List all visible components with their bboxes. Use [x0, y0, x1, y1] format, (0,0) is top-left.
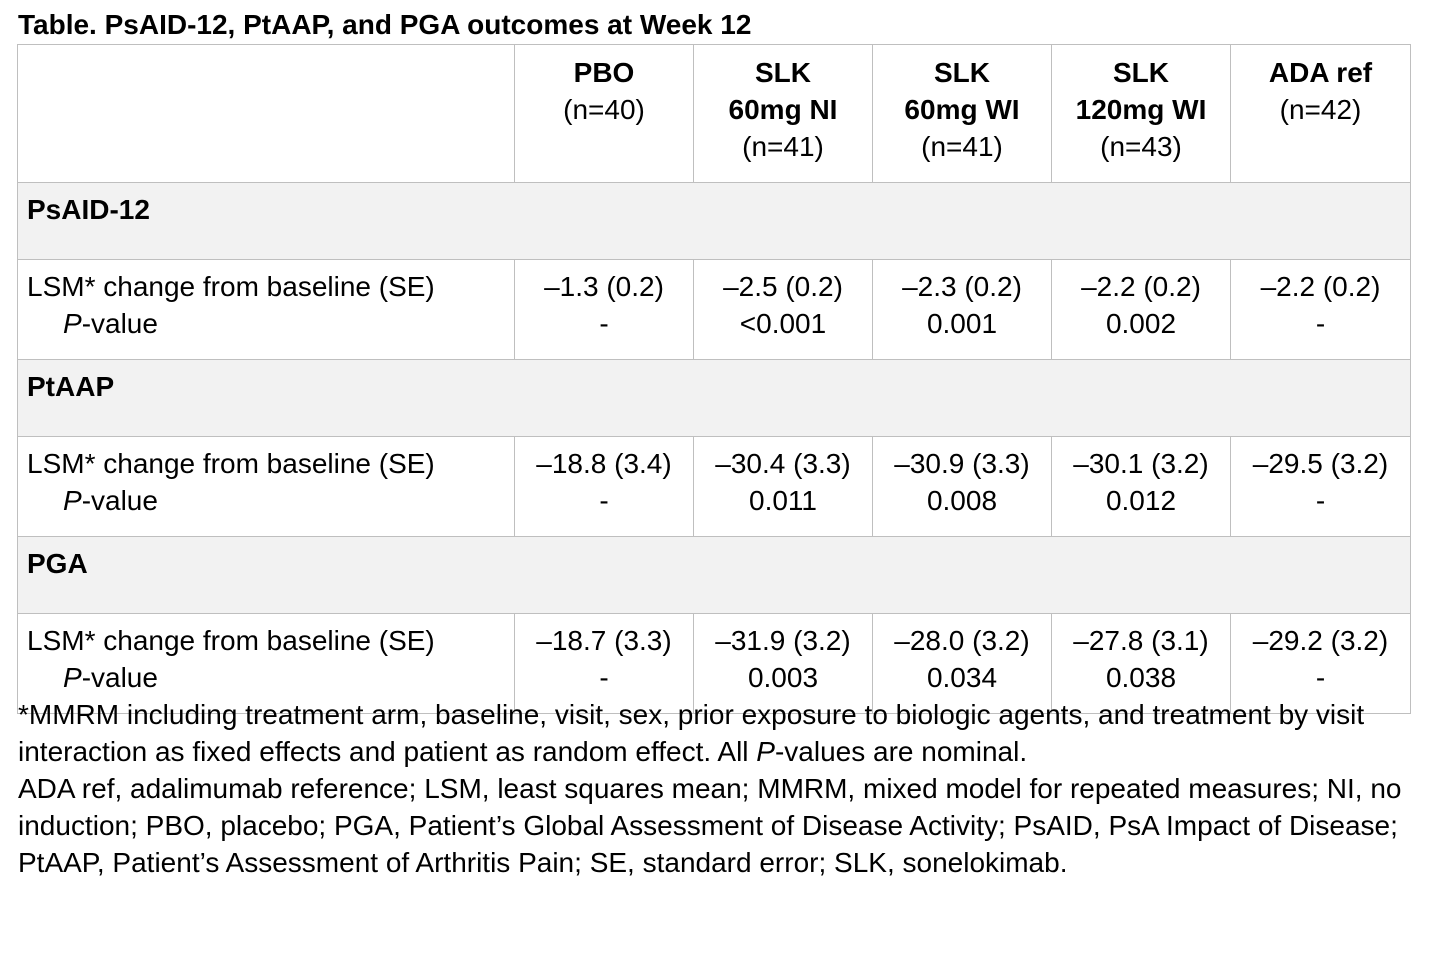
header-row: PBO (n=40) SLK 60mg NI (n=41) SLK 60mg W…	[17, 44, 1411, 183]
section-title: PtAAP	[17, 359, 1411, 437]
value-cell: –27.8 (3.1) 0.038	[1051, 613, 1231, 714]
data-row-psaid: LSM* change from baseline (SE) P-value –…	[17, 259, 1411, 360]
value-cell: –1.3 (0.2) -	[514, 259, 694, 360]
footnotes: *MMRM including treatment arm, baseline,…	[18, 696, 1418, 881]
arm-n: (n=41)	[921, 131, 1003, 162]
arm-name: ADA ref	[1268, 57, 1373, 88]
column-header-pbo: PBO (n=40)	[514, 44, 694, 183]
value-cell: –2.2 (0.2) -	[1230, 259, 1411, 360]
footnote-abbreviations: ADA ref, adalimumab reference; LSM, leas…	[18, 773, 1402, 878]
column-header-slk-60-wi: SLK 60mg WI (n=41)	[872, 44, 1052, 183]
arm-dose: 120mg WI	[1075, 94, 1207, 125]
arm-name: SLK	[1113, 57, 1169, 88]
pvalue-label: P-value	[63, 308, 158, 339]
value-cell: –29.2 (3.2) -	[1230, 613, 1411, 714]
section-row-ptaap: PtAAP	[17, 359, 1411, 437]
lsm-label: LSM* change from baseline (SE)	[27, 448, 435, 479]
table-title: Table. PsAID-12, PtAAP, and PGA outcomes…	[18, 9, 752, 40]
column-header-slk-60-ni: SLK 60mg NI (n=41)	[693, 44, 873, 183]
value-cell: –31.9 (3.2) 0.003	[693, 613, 873, 714]
section-title: PGA	[17, 536, 1411, 614]
pvalue-label: P-value	[63, 485, 158, 516]
arm-name: SLK	[755, 57, 811, 88]
lsm-label: LSM* change from baseline (SE)	[27, 625, 435, 656]
data-row-ptaap: LSM* change from baseline (SE) P-value –…	[17, 436, 1411, 537]
row-label-cell: LSM* change from baseline (SE) P-value	[17, 436, 515, 537]
value-cell: –30.4 (3.3) 0.011	[693, 436, 873, 537]
lsm-label: LSM* change from baseline (SE)	[27, 271, 435, 302]
row-label-cell: LSM* change from baseline (SE) P-value	[17, 259, 515, 360]
value-cell: –18.8 (3.4) -	[514, 436, 694, 537]
arm-n: (n=40)	[563, 94, 645, 125]
footnote-mmrm: *MMRM including treatment arm, baseline,…	[18, 699, 1365, 767]
value-cell: –30.9 (3.3) 0.008	[872, 436, 1052, 537]
header-empty-cell	[17, 44, 515, 183]
pvalue-label: P-value	[63, 662, 158, 693]
outcomes-table: PBO (n=40) SLK 60mg NI (n=41) SLK 60mg W…	[17, 44, 1411, 714]
arm-name: PBO	[573, 57, 635, 88]
value-cell: –2.2 (0.2) 0.002	[1051, 259, 1231, 360]
arm-n: (n=43)	[1100, 131, 1182, 162]
data-row-pga: LSM* change from baseline (SE) P-value –…	[17, 613, 1411, 714]
arm-n: (n=42)	[1279, 94, 1362, 125]
column-header-ada-ref: ADA ref (n=42)	[1230, 44, 1411, 183]
row-label-cell: LSM* change from baseline (SE) P-value	[17, 613, 515, 714]
value-cell: –30.1 (3.2) 0.012	[1051, 436, 1231, 537]
value-cell: –29.5 (3.2) -	[1230, 436, 1411, 537]
section-title: PsAID-12	[17, 182, 1411, 260]
arm-name: SLK	[934, 57, 990, 88]
value-cell: –2.3 (0.2) 0.001	[872, 259, 1052, 360]
arm-n: (n=41)	[742, 131, 824, 162]
value-cell: –2.5 (0.2) <0.001	[693, 259, 873, 360]
value-cell: –28.0 (3.2) 0.034	[872, 613, 1052, 714]
arm-dose: 60mg NI	[728, 94, 838, 125]
column-header-slk-120-wi: SLK 120mg WI (n=43)	[1051, 44, 1231, 183]
section-row-psaid: PsAID-12	[17, 182, 1411, 260]
section-row-pga: PGA	[17, 536, 1411, 614]
arm-dose: 60mg WI	[904, 94, 1020, 125]
